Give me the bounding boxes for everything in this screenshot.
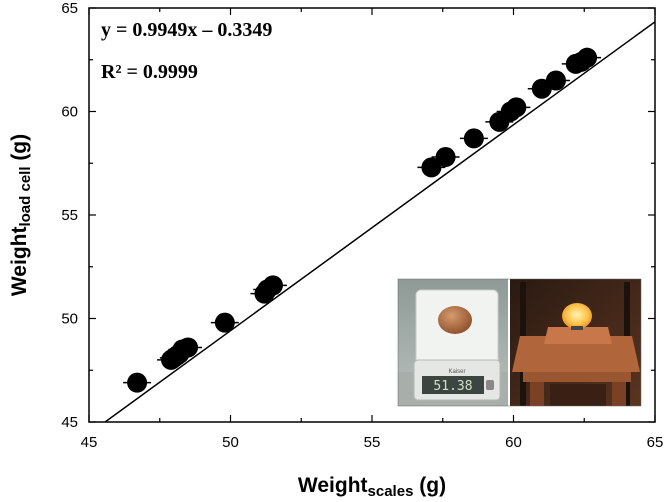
r-squared-annotation: R² = 0.9999 — [101, 61, 198, 83]
x-axis-title-unit: (g) — [413, 474, 446, 497]
inset-photo-kitchen-scale: Kaiser 51.38 — [398, 279, 508, 406]
x-axis-title-main: Weight — [298, 474, 368, 497]
y-tick-label: 60 — [61, 104, 78, 121]
data-point-marker — [463, 128, 484, 149]
data-point — [573, 47, 602, 68]
data-point — [417, 157, 446, 178]
data-point — [431, 147, 460, 168]
y-axis-title-unit: (g) — [8, 134, 31, 167]
data-point-marker — [545, 70, 566, 91]
data-point — [258, 275, 287, 296]
data-point-marker — [506, 97, 527, 118]
data-point — [174, 337, 203, 358]
x-axis-title: Weightscales (g) — [298, 474, 446, 500]
y-axis-title-main: Weight — [8, 227, 31, 297]
axis-ticks: 45 50 55 60 65 45 50 55 60 65 — [61, 0, 663, 451]
y-tick-label: 45 — [61, 414, 78, 431]
x-tick-label: 45 — [81, 434, 98, 451]
egg-icon — [438, 306, 472, 334]
data-point-marker — [214, 312, 235, 333]
data-point-marker — [421, 157, 442, 178]
y-tick-label: 50 — [61, 311, 78, 328]
scale-display: 51.38 — [433, 379, 472, 394]
scale-brand: Kaiser — [448, 369, 465, 375]
x-tick-label: 65 — [647, 434, 664, 451]
data-point — [123, 372, 152, 393]
inset-photo-load-cell — [510, 279, 641, 406]
data-point-marker — [178, 337, 199, 358]
data-point — [541, 70, 570, 91]
x-tick-label: 50 — [222, 434, 239, 451]
y-tick-label: 55 — [61, 207, 78, 224]
data-point-marker — [127, 372, 148, 393]
inset-photos: Kaiser 51.38 — [397, 278, 642, 407]
x-tick-label: 55 — [364, 434, 381, 451]
data-point-marker — [577, 47, 598, 68]
x-axis-title-sub: scales — [368, 483, 414, 500]
data-points — [123, 47, 602, 393]
data-point — [502, 97, 531, 118]
data-point — [459, 128, 488, 149]
y-tick-label: 65 — [61, 0, 78, 17]
data-point-marker — [435, 147, 456, 168]
glowing-egg-icon — [562, 303, 592, 329]
data-point-marker — [262, 275, 283, 296]
fit-line — [103, 21, 655, 422]
y-axis-title-sub: load cell — [17, 167, 34, 227]
x-tick-label: 60 — [505, 434, 522, 451]
y-axis-title: Weightload cell (g) — [8, 134, 34, 296]
data-point — [210, 312, 239, 333]
equation-annotation: y = 0.9949x – 0.3349 — [101, 19, 272, 41]
